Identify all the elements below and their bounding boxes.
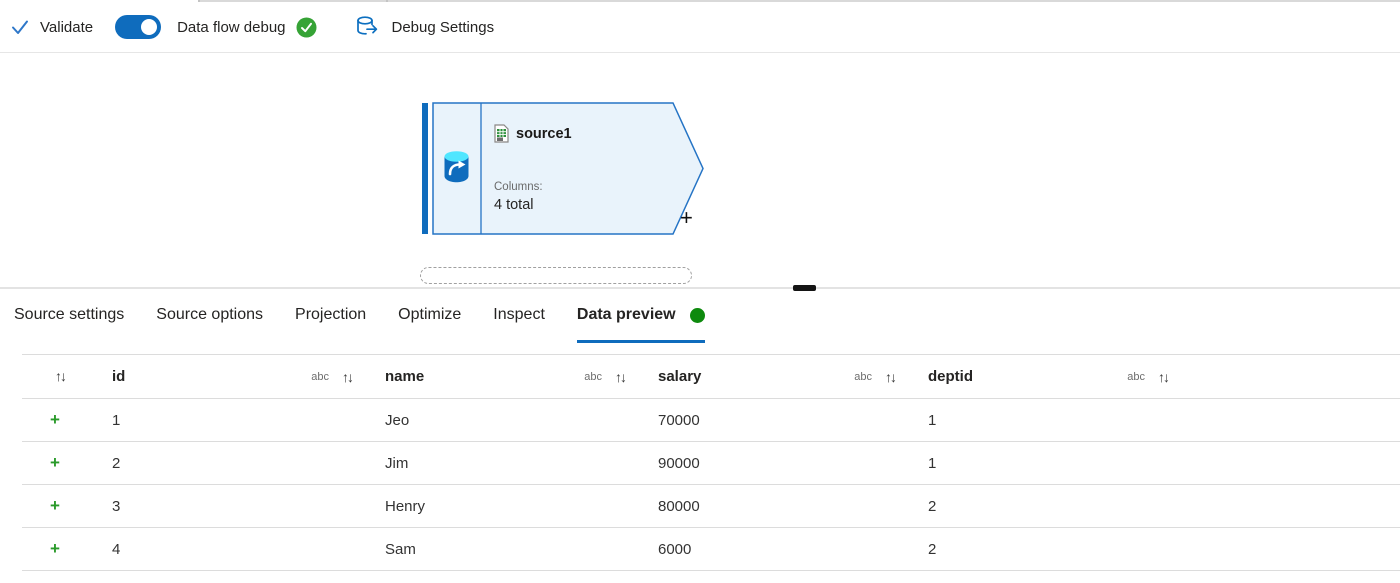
cell-deptid: 2 [928, 540, 937, 558]
table-row: +2 Jim 90000 1 [22, 442, 1400, 485]
validate-button[interactable]: Validate [10, 17, 93, 37]
grid-header-cell-deptid: deptid abc ↑↓ [908, 355, 1181, 398]
row-add-icon[interactable]: + [50, 410, 60, 429]
check-icon [12, 20, 28, 34]
row-add-icon[interactable]: + [50, 453, 60, 472]
column-type-abc-icon: abc [854, 370, 872, 383]
sort-icon[interactable]: ↑↓ [342, 368, 354, 385]
tab-optimize[interactable]: Optimize [398, 290, 461, 343]
tab-source-settings[interactable]: Source settings [14, 290, 124, 343]
tab-label: Inspect [493, 306, 545, 323]
cell-salary: 90000 [658, 454, 700, 472]
cell-id: 1 [112, 411, 121, 429]
tab-data-preview[interactable]: Data preview [576, 290, 705, 343]
column-type-abc-icon: abc [1127, 370, 1145, 383]
debug-ready-check-icon [296, 17, 316, 37]
cell-salary: 6000 [658, 540, 692, 558]
dataflow-debug-label: Data flow debug [177, 18, 286, 36]
cell-deptid: 2 [928, 497, 937, 515]
cell-salary: 80000 [658, 497, 700, 515]
row-expand-cell: + [22, 539, 92, 559]
panel-resize-handle[interactable] [793, 285, 816, 291]
top-divider [198, 0, 1400, 2]
source-node-header: source1 [494, 124, 572, 143]
row-add-icon[interactable]: + [50, 496, 60, 515]
grid-header-expander-cell: ↑↓ [22, 368, 92, 385]
settings-tab-bar: Source settings Source options Projection O… [14, 290, 705, 343]
tab-source-options[interactable]: Source options [156, 290, 263, 343]
source-node-title: source1 [516, 125, 572, 142]
data-preview-status-dot-icon [689, 307, 705, 323]
cell-name: Henry [385, 497, 426, 515]
tab-inspect[interactable]: Inspect [493, 290, 545, 343]
cell-deptid: 1 [928, 411, 937, 429]
tab-label: Projection [295, 306, 367, 323]
debug-settings-button[interactable]: Debug Settings [355, 14, 495, 40]
sort-icon[interactable]: ↑↓ [615, 368, 627, 385]
column-name: id [112, 368, 126, 385]
table-row: +4 Sam 6000 2 [22, 528, 1400, 571]
dataflow-debug-toggle[interactable] [115, 15, 162, 39]
row-expand-cell: + [22, 410, 92, 430]
sort-icon[interactable]: ↑↓ [55, 368, 67, 384]
validate-label: Validate [40, 18, 94, 36]
row-add-icon[interactable]: + [50, 539, 60, 558]
table-row: +3 Henry 80000 2 [22, 485, 1400, 528]
data-preview-grid: ↑↓ id abc ↑↓ name abc ↑↓ salary abc ↑↓ deptid abc ↑… [22, 354, 1400, 571]
node-columns-label: Columns: [494, 181, 543, 193]
tab-label: Data preview [576, 306, 676, 323]
cell-deptid: 1 [928, 454, 937, 472]
dataset-database-icon [444, 151, 469, 183]
grid-header-row: ↑↓ id abc ↑↓ name abc ↑↓ salary abc ↑↓ deptid abc ↑… [22, 354, 1400, 399]
cell-id: 3 [112, 497, 121, 515]
sort-icon[interactable]: ↑↓ [1158, 368, 1170, 385]
cell-name: Jim [385, 454, 409, 472]
cell-salary: 70000 [658, 411, 700, 429]
sort-icon[interactable]: ↑↓ [885, 368, 897, 385]
column-name: name [385, 368, 425, 385]
cell-id: 4 [112, 540, 121, 558]
csv-file-icon [494, 124, 509, 143]
database-arrow-icon [356, 16, 377, 35]
cell-name: Sam [385, 540, 416, 558]
column-name: deptid [928, 368, 973, 385]
panel-divider [0, 287, 1400, 289]
node-columns-value: 4 total [494, 197, 534, 213]
column-type-abc-icon: abc [584, 370, 602, 383]
toggle-knob [141, 19, 158, 35]
node-selection-bar [422, 103, 428, 234]
cell-id: 2 [112, 454, 121, 472]
debug-settings-label: Debug Settings [391, 18, 495, 36]
source-node[interactable] [432, 102, 706, 236]
add-transformation-button[interactable]: + [680, 205, 693, 230]
grid-header-cell-id: id abc ↑↓ [92, 355, 365, 398]
row-expand-cell: + [22, 453, 92, 473]
tab-label: Source options [156, 306, 264, 323]
row-expand-cell: + [22, 496, 92, 516]
grid-header-cell-salary: salary abc ↑↓ [638, 355, 908, 398]
node-drop-zone [420, 267, 692, 284]
tab-label: Source settings [14, 306, 125, 323]
column-name: salary [658, 368, 702, 385]
table-row: +1 Jeo 70000 1 [22, 399, 1400, 442]
tab-projection[interactable]: Projection [295, 290, 366, 343]
toolbar: Validate Data flow debug Debug Settings [0, 2, 1400, 53]
cell-name: Jeo [385, 411, 410, 429]
grid-header-cell-name: name abc ↑↓ [365, 355, 638, 398]
tab-label: Optimize [398, 306, 462, 323]
column-type-abc-icon: abc [311, 370, 329, 383]
